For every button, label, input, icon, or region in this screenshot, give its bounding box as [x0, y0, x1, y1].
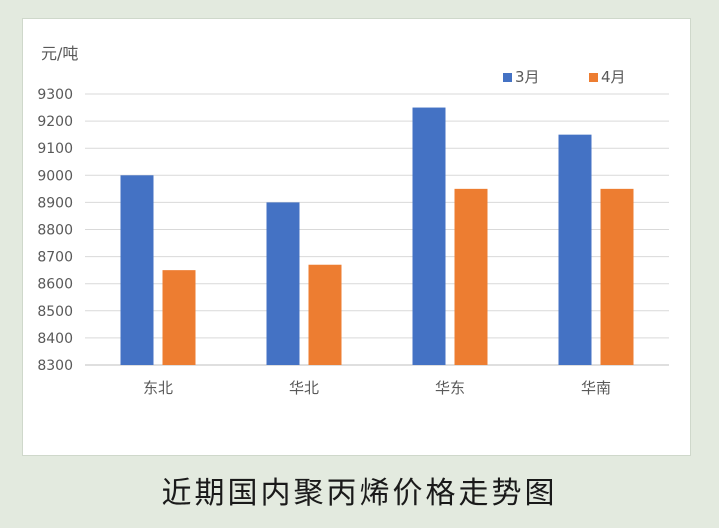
y-tick-label: 9200: [37, 114, 73, 130]
x-tick-label: 华北: [289, 379, 319, 397]
legend-label: 3月: [515, 68, 540, 86]
bar-april-2: [454, 188, 488, 365]
x-tick-label: 东北: [143, 379, 173, 397]
chart-caption: 近期国内聚丙烯价格走势图: [161, 476, 558, 511]
y-tick-label: 8800: [37, 223, 73, 239]
x-axis-ticks: 东北 华北 华东 华南: [143, 379, 611, 397]
y-tick-label: 8900: [37, 195, 73, 211]
bar-april-1: [308, 264, 342, 365]
legend-swatch: [503, 73, 512, 82]
bar-chart: 元/吨 8300 8400 8500 8600 8700 8800 8900 9000 9100…: [37, 44, 669, 397]
bar-april-3: [600, 188, 634, 365]
legend-swatch: [589, 73, 598, 82]
bar-march-1: [266, 202, 300, 365]
y-tick-label: 8700: [37, 250, 73, 266]
y-tick-label: 9300: [37, 87, 73, 103]
y-tick-label: 9000: [37, 168, 73, 184]
y-tick-label: 8500: [37, 304, 73, 320]
legend: 3月 4月: [503, 68, 626, 86]
y-tick-label: 8400: [37, 331, 73, 347]
bar-april-0: [162, 270, 196, 365]
bar-march-2: [412, 107, 446, 366]
y-tick-label: 9100: [37, 141, 73, 157]
y-tick-label: 8600: [37, 277, 73, 293]
bars: [120, 107, 634, 366]
bar-march-3: [558, 134, 592, 365]
legend-label: 4月: [601, 68, 626, 86]
x-tick-label: 华东: [435, 379, 465, 397]
y-axis-unit-label: 元/吨: [41, 44, 78, 63]
y-tick-label: 8300: [37, 358, 73, 374]
y-axis-ticks: 8300 8400 8500 8600 8700 8800 8900 9000 9100 9200…: [37, 87, 73, 374]
bar-march-0: [120, 175, 154, 365]
chart-panel: 元/吨 8300 8400 8500 8600 8700 8800 8900 9000 9100…: [22, 18, 691, 456]
x-tick-label: 华南: [581, 379, 611, 397]
